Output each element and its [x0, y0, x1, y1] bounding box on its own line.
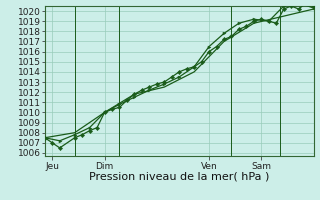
- X-axis label: Pression niveau de la mer( hPa ): Pression niveau de la mer( hPa ): [89, 172, 269, 182]
